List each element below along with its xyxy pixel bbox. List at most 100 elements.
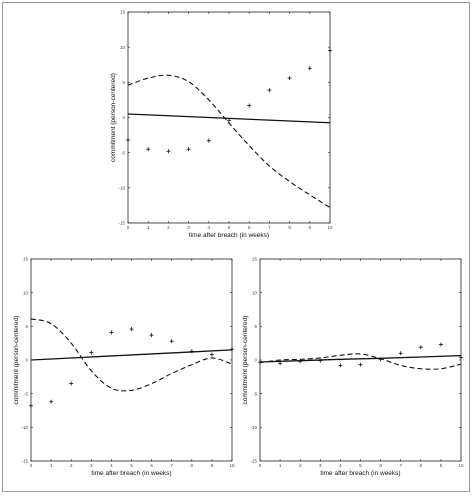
x-axis-label: time after breach (in weeks) <box>91 470 171 477</box>
y-tick-label: 15 <box>120 10 126 15</box>
data-point-plus <box>338 363 343 368</box>
data-point-plus <box>287 76 292 81</box>
solid-trend-line <box>259 354 462 363</box>
x-tick-label: 5 <box>228 225 231 230</box>
solid-trend-line <box>30 349 233 361</box>
chart-panel-2: 0 1 2 3 4 5 6 7 8 9 10 15 10 5 0 -5 -10 -15 time after bre… <box>13 257 235 477</box>
data-point-plus <box>398 351 403 356</box>
y-tick-label: -15 <box>21 459 28 464</box>
x-tick-label: 7 <box>170 463 173 468</box>
x-tick-label: 4 <box>208 225 211 230</box>
x-tick-label: 10 <box>229 463 235 468</box>
y-tick-label: 10 <box>23 290 29 295</box>
x-tick-label: 5 <box>359 463 362 468</box>
x-tick-label: 8 <box>288 225 291 230</box>
data-point-plus <box>230 347 234 352</box>
x-tick-label: 3 <box>319 463 322 468</box>
y-tick-label: -5 <box>121 150 125 155</box>
y-tick-label: -15 <box>250 459 257 464</box>
plot-area <box>259 258 462 462</box>
y-axis-label: commitment (person-centered) <box>242 316 249 405</box>
y-tick-label: 15 <box>23 257 29 262</box>
x-tick-label: 4 <box>339 463 342 468</box>
x-tick-label: 7 <box>268 225 271 230</box>
x-tick-label: 1 <box>147 225 150 230</box>
x-tick-label: 7 <box>399 463 402 468</box>
x-tick-label: 4 <box>110 463 113 468</box>
data-point-plus <box>328 48 332 53</box>
x-tick-label: 2 <box>299 463 302 468</box>
data-point-plus <box>129 327 134 332</box>
plot-area <box>127 11 331 224</box>
y-tick-label: 10 <box>252 290 258 295</box>
y-tick-label: -10 <box>118 185 125 190</box>
data-point-plus <box>418 345 423 350</box>
y-tick-label: 15 <box>252 257 258 262</box>
y-tick-label: -5 <box>253 391 257 396</box>
x-tick-label: 3 <box>90 463 93 468</box>
data-point-plus <box>267 88 272 93</box>
data-point-plus <box>149 333 154 338</box>
figure-frame <box>2 2 470 492</box>
y-tick-label: -15 <box>118 221 125 226</box>
data-point-plus <box>109 330 114 335</box>
data-point-plus <box>438 342 443 347</box>
solid-trend-line <box>127 113 331 124</box>
dashed-trend-line <box>30 318 233 392</box>
data-point-plus <box>206 138 211 143</box>
data-point-plus <box>209 352 214 357</box>
x-tick-label: 0 <box>127 225 130 230</box>
data-point-plus <box>49 399 54 404</box>
x-tick-label: 0 <box>30 463 33 468</box>
x-tick-label: 8 <box>191 463 194 468</box>
plot-area <box>30 258 233 462</box>
x-tick-label: 9 <box>211 463 214 468</box>
x-tick-label: 2 <box>167 225 170 230</box>
data-point-plus <box>126 138 130 143</box>
dashed-trend-line <box>259 353 462 370</box>
x-tick-label: 6 <box>248 225 251 230</box>
y-tick-label: 0 <box>254 358 257 363</box>
chart-panel-1: 0 1 2 3 4 5 6 7 8 9 10 15 10 5 0 -5 -10 -15 time after bre… <box>110 10 333 239</box>
x-tick-label: 8 <box>420 463 423 468</box>
y-tick-label: 0 <box>122 115 125 120</box>
y-tick-label: -10 <box>250 425 257 430</box>
y-tick-label: -5 <box>24 391 28 396</box>
x-tick-label: 1 <box>279 463 282 468</box>
y-tick-label: 5 <box>25 324 28 329</box>
data-point-plus <box>278 361 283 366</box>
data-point-plus <box>166 149 171 154</box>
data-point-plus <box>89 350 94 355</box>
chart-panel-3: 0 1 2 3 4 5 6 7 8 9 10 15 10 5 0 -5 -10 -15 time after bre… <box>242 257 464 477</box>
x-tick-label: 5 <box>130 463 133 468</box>
data-point-plus <box>307 66 312 71</box>
x-tick-label: 9 <box>309 225 312 230</box>
x-tick-label: 6 <box>379 463 382 468</box>
x-tick-label: 0 <box>259 463 262 468</box>
x-tick-label: 6 <box>150 463 153 468</box>
data-point-plus <box>186 147 191 152</box>
data-point-plus <box>146 147 151 152</box>
y-tick-label: -10 <box>21 425 28 430</box>
data-point-plus <box>358 362 363 367</box>
y-tick-label: 0 <box>25 358 28 363</box>
y-tick-label: 5 <box>254 324 257 329</box>
data-point-plus <box>69 381 74 386</box>
x-tick-label: 2 <box>70 463 73 468</box>
y-tick-label: 10 <box>120 45 126 50</box>
x-tick-label: 9 <box>440 463 443 468</box>
dashed-trend-line <box>127 74 331 208</box>
x-axis-label: time after breach (in weeks) <box>320 470 400 477</box>
y-tick-label: 5 <box>122 80 125 85</box>
data-point-plus <box>29 403 33 408</box>
y-axis-label: commitment (person-centered) <box>110 73 117 162</box>
x-tick-label: 10 <box>327 225 333 230</box>
y-axis-label: commitment (person-centered) <box>13 316 20 405</box>
data-point-plus <box>169 339 174 344</box>
data-point-plus <box>247 103 252 108</box>
x-tick-label: 10 <box>458 463 464 468</box>
x-tick-label: 1 <box>50 463 53 468</box>
x-tick-label: 3 <box>187 225 190 230</box>
x-axis-label: time after breach (in weeks) <box>189 232 269 239</box>
